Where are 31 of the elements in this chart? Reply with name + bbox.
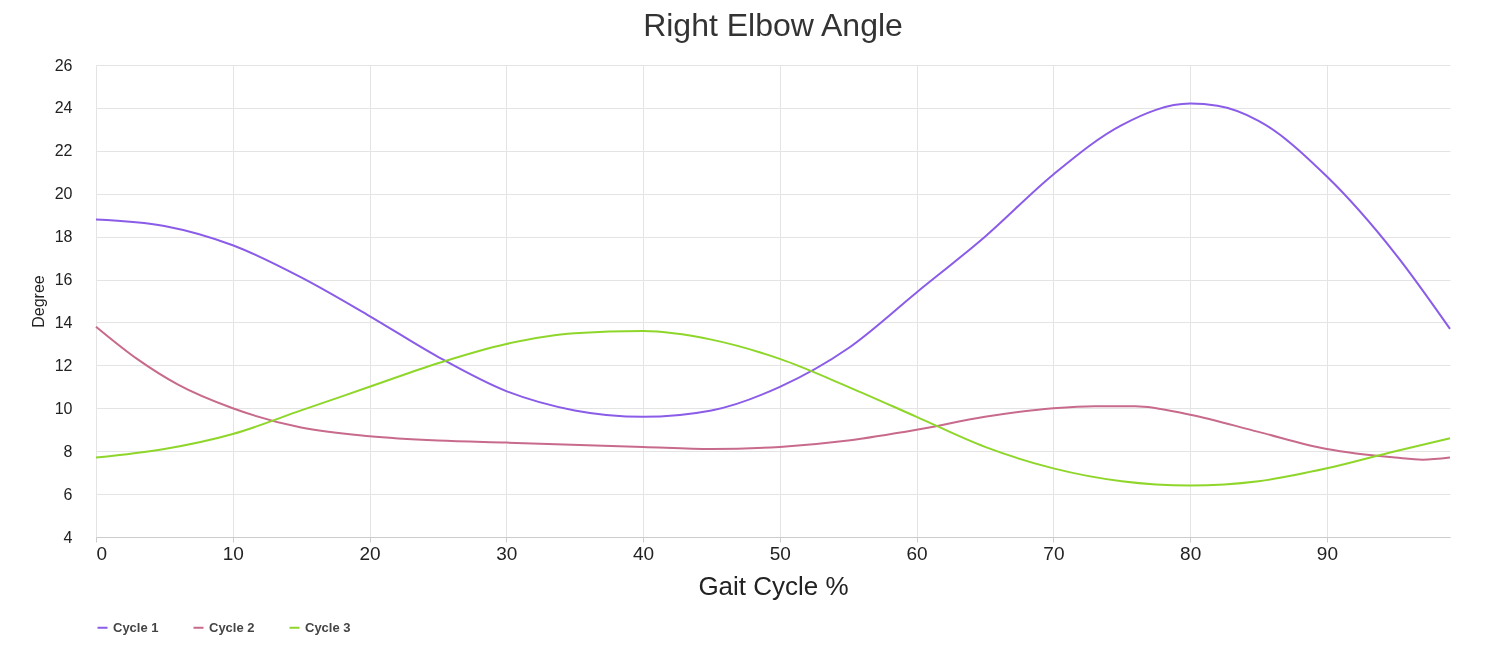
legend-label: Cycle 1 <box>113 619 159 635</box>
y-tick-label: 22 <box>54 142 73 160</box>
legend-label: Cycle 3 <box>305 619 351 635</box>
line-series <box>95 330 1451 487</box>
x-tick-label: 10 <box>222 542 244 564</box>
y-tick-label: 10 <box>54 399 73 417</box>
y-tick-label: 12 <box>54 356 73 374</box>
x-tick-label: 70 <box>1043 542 1065 564</box>
y-tick-label: 6 <box>63 485 73 503</box>
line-series <box>95 325 1451 461</box>
x-tick-label: 40 <box>633 542 655 564</box>
y-tick-label: 26 <box>54 56 73 74</box>
x-tick-label: 80 <box>1180 542 1202 564</box>
y-tick-label: 20 <box>54 185 73 203</box>
y-tick-label: 24 <box>54 99 73 117</box>
y-tick-label: 16 <box>54 271 73 289</box>
y-tick-label: 4 <box>63 528 73 546</box>
x-tick-label: 20 <box>359 542 381 564</box>
y-tick-label: 14 <box>54 313 73 331</box>
line-series <box>95 102 1451 418</box>
x-tick-label: 30 <box>496 542 518 564</box>
y-tick-label: 18 <box>54 228 73 246</box>
chart-title: Right Elbow Angle <box>643 7 903 43</box>
y-axis-title: Degree <box>29 275 47 328</box>
legend-label: Cycle 2 <box>209 619 255 635</box>
x-axis-title: Gait Cycle % <box>698 570 849 601</box>
x-tick-label: 50 <box>769 542 791 564</box>
x-tick-label: 0 <box>96 542 108 564</box>
x-tick-label: 60 <box>906 542 928 564</box>
x-tick-label: 90 <box>1316 542 1338 564</box>
y-tick-label: 8 <box>63 442 73 460</box>
